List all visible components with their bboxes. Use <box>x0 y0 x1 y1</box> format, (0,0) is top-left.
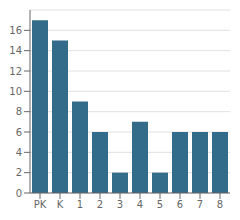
svg-text:4: 4 <box>16 147 22 158</box>
svg-text:5: 5 <box>157 199 163 210</box>
svg-text:12: 12 <box>9 66 22 77</box>
svg-text:6: 6 <box>177 199 183 210</box>
svg-text:1: 1 <box>77 199 83 210</box>
svg-text:PK: PK <box>34 199 47 210</box>
svg-text:10: 10 <box>9 86 22 97</box>
svg-text:7: 7 <box>197 199 203 210</box>
svg-text:4: 4 <box>137 199 143 210</box>
svg-text:2: 2 <box>97 199 103 210</box>
svg-text:16: 16 <box>9 25 22 36</box>
svg-text:8: 8 <box>16 106 22 117</box>
svg-text:8: 8 <box>217 199 223 210</box>
svg-text:0: 0 <box>16 188 22 199</box>
svg-text:6: 6 <box>16 127 22 138</box>
svg-text:14: 14 <box>9 45 22 56</box>
svg-text:K: K <box>57 199 64 210</box>
svg-text:3: 3 <box>117 199 123 210</box>
svg-text:2: 2 <box>16 167 22 178</box>
